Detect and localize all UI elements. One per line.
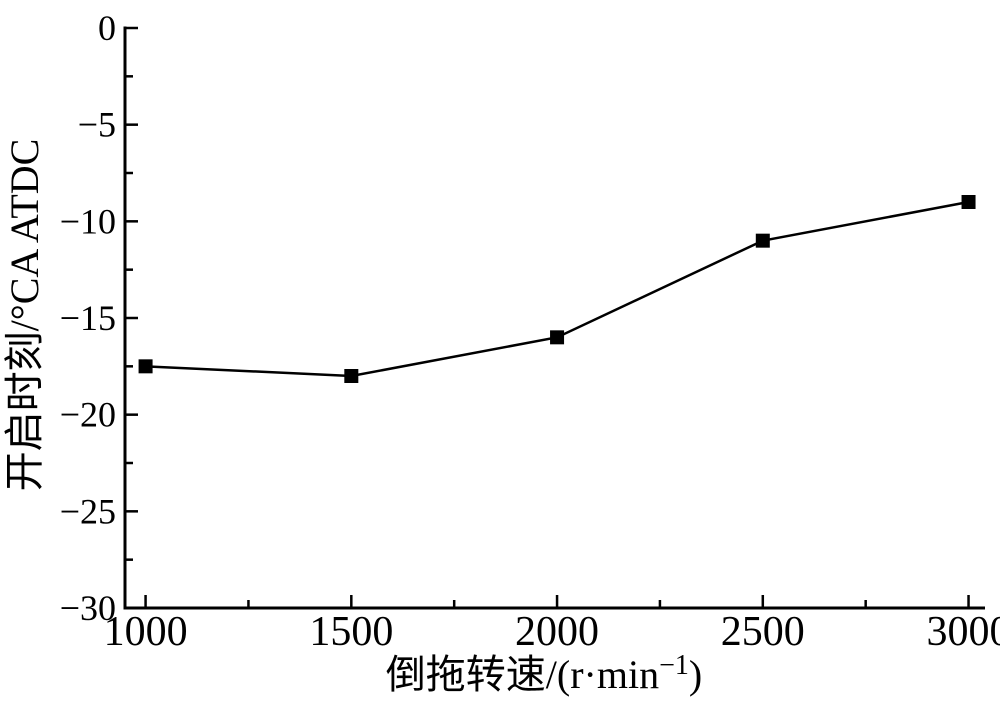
data-point-marker [138,359,153,374]
y-tick-label: −20 [60,395,116,435]
x-axis-title-close: ) [688,652,703,697]
x-axis-title: 倒拖转速/(r·min−1) [385,652,703,697]
y-tick-label: −25 [60,491,116,531]
data-point-marker [344,369,359,383]
y-axis-title-text: 开启时刻/°CA ATDC [2,138,47,492]
y-axis-title: 开启时刻/°CA ATDC [2,138,47,492]
x-tick-label: 2000 [515,609,599,655]
y-tick-label: −30 [60,588,116,628]
x-axis-title-superscript: −1 [659,650,689,681]
data-line [145,200,969,378]
x-tick-label: 1500 [309,609,393,655]
x-tick-label: 1000 [104,609,188,655]
y-tick-label: −5 [78,105,116,145]
data-point-marker [755,233,770,248]
x-tick-label: 2500 [721,609,805,655]
x-axis-title-base: 倒拖转速/(r·min [385,652,660,697]
data-point-marker [550,330,565,345]
y-tick-label: −15 [60,298,116,338]
data-point-marker [961,195,976,209]
x-tick-label: 3000 [927,609,1000,655]
y-tick-label: −10 [60,201,116,241]
y-tick-label: 0 [98,8,116,48]
